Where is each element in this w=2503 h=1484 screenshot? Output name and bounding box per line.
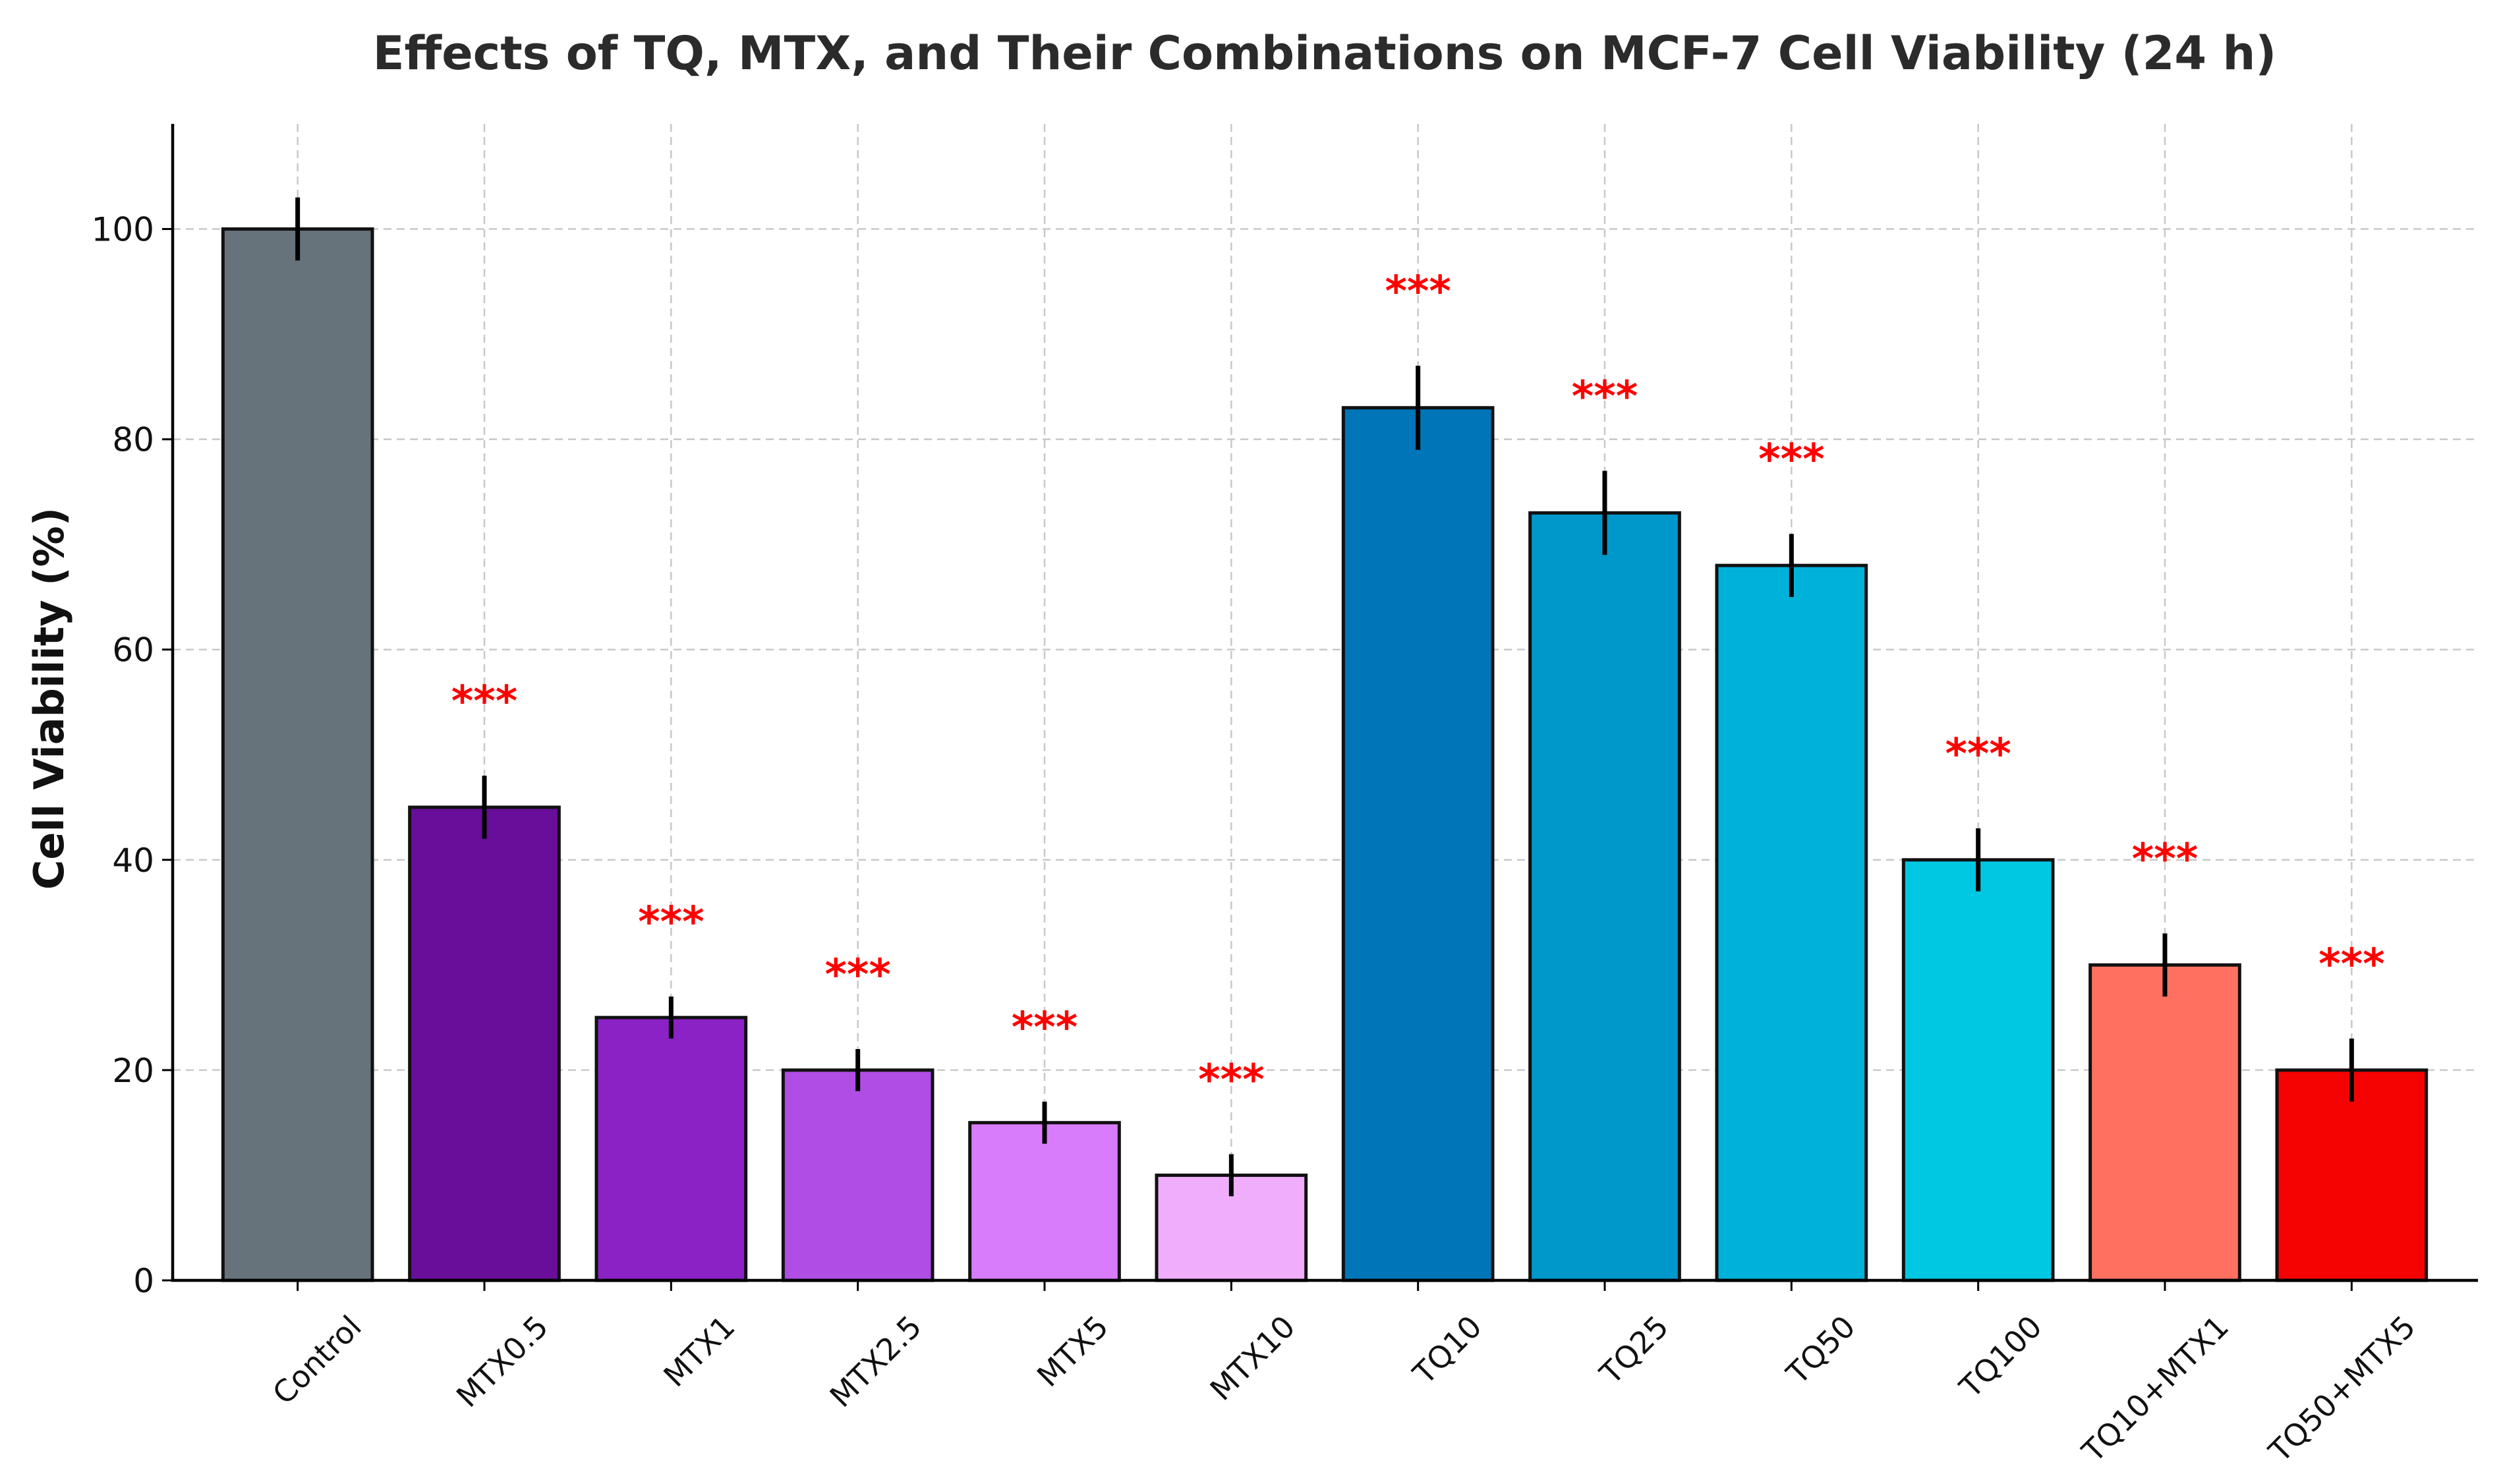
bar-9	[1901, 858, 2055, 1282]
y-tick-label-60: 60	[112, 631, 154, 670]
x-tick-label-3: MTX2.5	[823, 1309, 929, 1414]
bar-3	[781, 1068, 935, 1282]
error-bars	[295, 197, 2354, 1197]
x-tick-label-11: TQ50+MTX5	[2262, 1309, 2423, 1470]
y-ticks: 0 20 40 60 80 100	[92, 211, 173, 1300]
bar-6	[1341, 406, 1495, 1282]
bar-10	[2088, 963, 2241, 1282]
x-ticks: Control MTX0.5 MTX1 MTX2.5 MTX5 MTX10 TQ10 TQ25…	[266, 1280, 2422, 1470]
x-tick-label-9: TQ100	[1952, 1309, 2048, 1405]
y-axis-label: Cell Viability (%)	[25, 507, 73, 890]
significance-label-4: ***	[1012, 1004, 1078, 1052]
significance-label-9: ***	[1945, 730, 2011, 779]
y-tick-label-100: 100	[92, 211, 154, 249]
x-tick-label-8: TQ50	[1779, 1309, 1862, 1392]
x-tick-label-4: MTX5	[1030, 1309, 1115, 1394]
significance-label-5: ***	[1198, 1056, 1264, 1105]
y-tick-label-0: 0	[133, 1262, 154, 1300]
bar-11	[2275, 1068, 2429, 1282]
y-tick-label-80: 80	[112, 421, 154, 459]
significance-label-1: ***	[451, 677, 517, 726]
y-tick-label-40: 40	[112, 842, 154, 880]
x-tick-label-2: MTX1	[656, 1309, 741, 1394]
bar-8	[1715, 563, 1868, 1282]
x-tick-label-1: MTX0.5	[449, 1309, 555, 1414]
x-tick-label-5: MTX10	[1203, 1309, 1302, 1408]
significance-label-3: ***	[824, 951, 890, 1000]
chart-title: Effects of TQ, MTX, and Their Combinatio…	[373, 26, 2277, 80]
significance-label-11: ***	[2318, 940, 2384, 989]
bar-0	[221, 227, 374, 1282]
significance-label-2: ***	[638, 898, 704, 947]
x-tick-label-0: Control	[266, 1309, 368, 1412]
significance-label-6: ***	[1385, 268, 1451, 316]
x-tick-label-10: TQ10+MTX1	[2075, 1309, 2235, 1470]
y-tick-label-20: 20	[112, 1052, 154, 1090]
x-tick-label-6: TQ10	[1406, 1309, 1489, 1392]
bars	[221, 227, 2429, 1282]
significance-label-7: ***	[1572, 373, 1638, 422]
significance-label-10: ***	[2132, 836, 2198, 884]
bar-1	[408, 805, 561, 1282]
significance-label-8: ***	[1758, 436, 1824, 484]
significance-labels: *** *** *** *** *** *** *** *** *** *** ***	[451, 268, 2385, 1105]
bar-2	[594, 1015, 748, 1282]
x-tick-label-7: TQ25	[1592, 1309, 1675, 1392]
bar-4	[968, 1121, 1121, 1282]
bar-7	[1528, 511, 1681, 1282]
axes	[171, 124, 2478, 1282]
